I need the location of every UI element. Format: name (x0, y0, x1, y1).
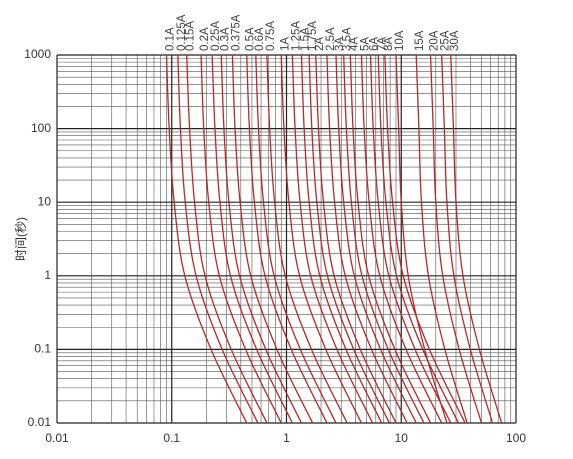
y-tick-label: 1 (44, 268, 51, 282)
curve-label: 0.5A (245, 27, 257, 51)
curve-label: 25A (440, 30, 452, 51)
fuse-curve (211, 54, 293, 424)
fuse-curve (266, 54, 348, 424)
curve-label: 4A (348, 37, 360, 51)
x-tick-label: 0.1 (163, 431, 180, 445)
y-axis-label: 时间(秒) (14, 217, 28, 261)
curve-label: 0.6A (254, 27, 266, 51)
curve-label: 2.5A (325, 27, 337, 51)
curve-label: 0.3A (219, 27, 231, 51)
x-tick-label: 100 (506, 431, 526, 445)
fuse-curve (186, 54, 268, 424)
fuse-curve (200, 54, 282, 424)
fuse-curve (231, 54, 314, 424)
curve-label: 30A (449, 30, 461, 51)
fuse-curve (384, 54, 466, 424)
fuse-curve (246, 54, 328, 424)
curve-label: 10A (394, 30, 406, 51)
fuse-curve (280, 54, 363, 424)
fuse-curve (177, 54, 259, 424)
curve-label: 1.25A (290, 21, 302, 51)
x-tick-label: 0.01 (45, 431, 69, 445)
curve-label: 0.75A (265, 21, 277, 51)
curve-label: 0.2A (199, 27, 211, 51)
fuse-curve (326, 54, 408, 424)
y-tick-label: 100 (31, 121, 51, 135)
fuse-curve (291, 54, 374, 424)
fuse-curve (315, 54, 397, 424)
curve-label: 7A (376, 37, 388, 51)
curve-label: 0.1A (165, 27, 177, 51)
curve-label: 15A (414, 30, 426, 51)
curve-label: 1A (279, 37, 291, 51)
curve-label: 0.15A (185, 21, 197, 51)
y-tick-label: 10 (38, 194, 52, 208)
curve-label: 0.25A (210, 21, 222, 51)
fuse-curve (360, 54, 443, 424)
x-tick-label: 1 (283, 431, 290, 445)
curve-label: 2A (314, 37, 326, 51)
y-tick-label: 0.1 (34, 342, 51, 356)
fuse-curve (165, 54, 248, 424)
y-tick-label: 1000 (24, 47, 51, 61)
fuse-curve (335, 54, 417, 424)
fuse-curve (429, 54, 483, 424)
fuse-curve (343, 54, 425, 424)
curve-label: 1.75A (307, 21, 319, 51)
fuse-curve (450, 54, 503, 424)
y-tick-label: 0.01 (28, 415, 52, 429)
x-tick-label: 10 (395, 431, 409, 445)
fuse-curve (415, 54, 468, 424)
fuse-curve (395, 54, 448, 424)
curve-label: 3.5A (342, 27, 354, 51)
fuse-curve (308, 54, 390, 424)
curve-label: 5A (359, 37, 371, 51)
curve-label: 0.125A (176, 14, 188, 51)
curve-label: 8A (383, 37, 395, 51)
curve-label: 1.5A (299, 27, 311, 51)
curve-label: 0.375A (230, 14, 242, 51)
curve-label: 3A (334, 37, 346, 51)
curve-label: 6A (369, 37, 381, 51)
curve-label: 20A (429, 30, 441, 51)
fuse-curve (255, 54, 337, 424)
fuse-curve (300, 54, 383, 424)
fuse-curve (220, 54, 303, 424)
fuse-curve (441, 54, 494, 424)
fuse-curve (369, 54, 452, 424)
fuse-curve (349, 54, 432, 424)
